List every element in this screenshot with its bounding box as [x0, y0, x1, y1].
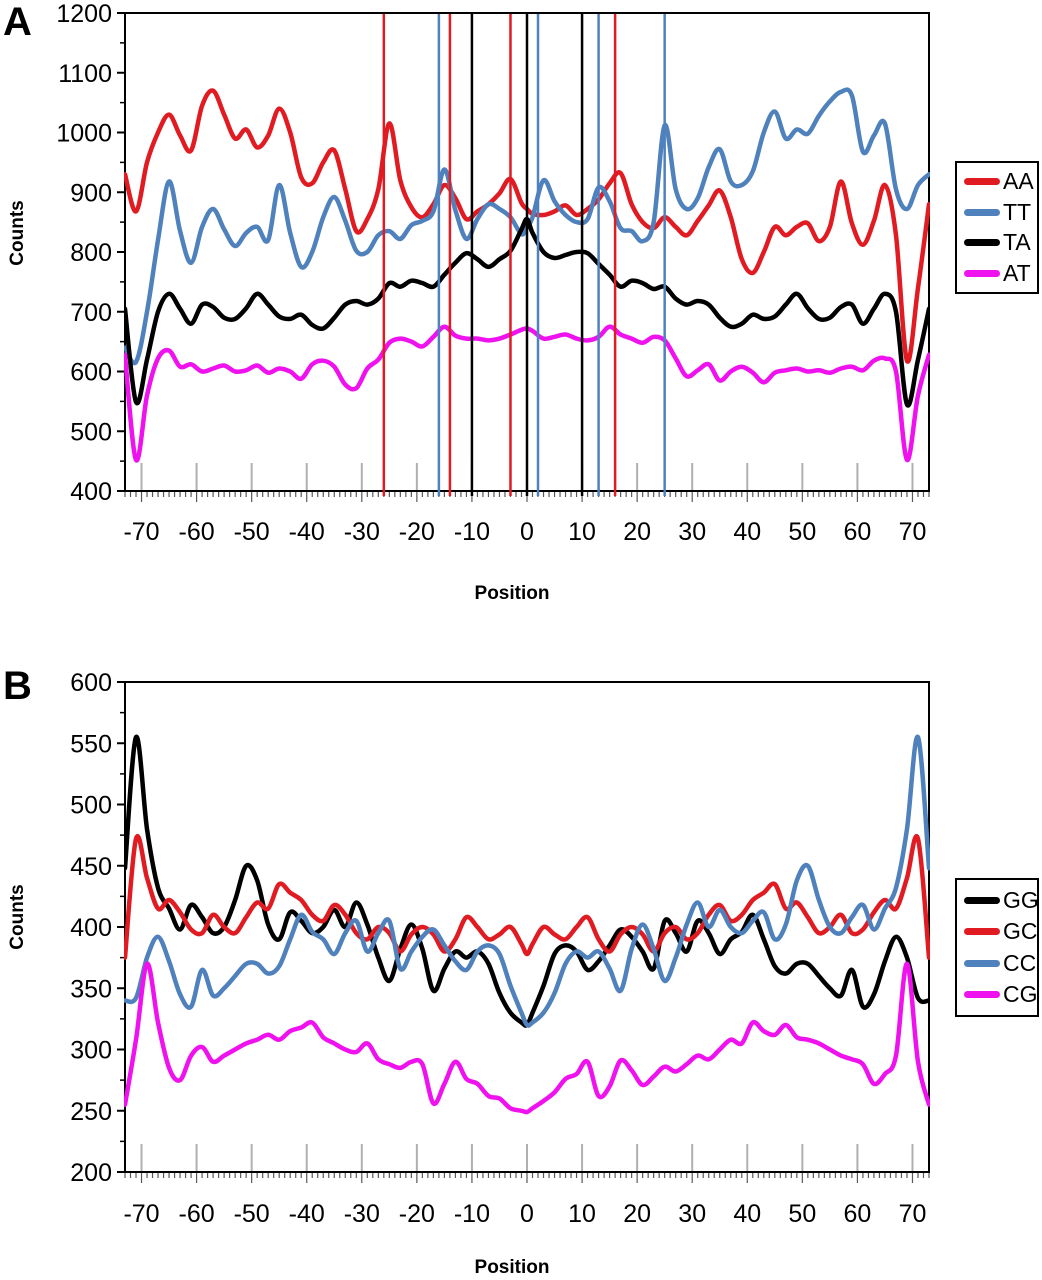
y-tick-label: 250: [70, 1098, 112, 1126]
y-tick-label: 1100: [58, 60, 112, 88]
legend-label-CC: CC: [1003, 949, 1037, 976]
legend-swatch-GG: [964, 896, 1000, 904]
x-tick-label: -50: [234, 518, 270, 546]
y-tick-label: 550: [70, 730, 112, 758]
y-tick-label: 400: [70, 914, 112, 942]
y-ticks: [117, 12, 125, 492]
series-CG-line: [124, 961, 930, 1115]
series-lines: [124, 734, 930, 1115]
legend-swatch-GC: [964, 928, 1000, 936]
y-tick-label: 400: [70, 478, 112, 506]
x-tick-label: 10: [568, 1200, 596, 1228]
x-major-ticks: [140, 1144, 914, 1172]
y-tick-label: 500: [70, 792, 112, 820]
x-tick-label: -30: [344, 518, 380, 546]
legend-swatch-TA: [964, 239, 1000, 247]
legend-label-GC: GC: [1003, 918, 1038, 945]
panel-b-label: B: [3, 664, 32, 708]
x-tick-label: 0: [520, 1200, 534, 1228]
legend-item-CG: CG: [964, 981, 1038, 1008]
x-tick-label: 10: [568, 518, 596, 546]
x-tick-label: 40: [733, 518, 761, 546]
x-tick-label: -60: [179, 518, 215, 546]
y-tick-label: 1200: [56, 0, 112, 28]
series-CC-line: [124, 734, 930, 1028]
x-minor-ticks: [124, 1172, 930, 1183]
legend-label-TT: TT: [1003, 198, 1032, 225]
y-axis-title-b: Counts: [7, 884, 28, 950]
y-tick-label: 500: [70, 418, 112, 446]
x-tick-label: 70: [899, 1200, 927, 1228]
x-tick-label: 50: [788, 518, 816, 546]
legend-swatch-TT: [964, 208, 1000, 216]
x-tick-label: -20: [399, 518, 435, 546]
legend-label-TA: TA: [1003, 229, 1031, 256]
legend-label-CG: CG: [1003, 981, 1038, 1008]
y-tick-label: 300: [70, 1037, 112, 1065]
marker-vlines: [382, 14, 666, 496]
legend-item-CC: CC: [964, 949, 1037, 976]
y-tick-label: 1000: [56, 120, 112, 148]
y-tick-label: 900: [70, 179, 112, 207]
legend-item-TT: TT: [964, 198, 1037, 225]
x-tick-label: 20: [623, 518, 651, 546]
series-GC-line: [124, 834, 930, 960]
y-tick-label: 600: [70, 669, 112, 697]
y-tick-label: 200: [70, 1159, 112, 1187]
x-tick-label: -70: [123, 1200, 159, 1228]
legend-item-GC: GC: [964, 918, 1038, 945]
panel-a-label: A: [3, 0, 32, 44]
legend-item-GG: GG: [964, 886, 1039, 913]
plot-border: [124, 681, 930, 1173]
x-tick-label: -10: [454, 518, 490, 546]
x-axis-title-a: Position: [474, 583, 550, 604]
legend-label-AT: AT: [1003, 259, 1031, 286]
x-tick-label: -20: [399, 1200, 435, 1228]
x-tick-label: -10: [454, 1200, 490, 1228]
legend-a: AA TT TA AT: [955, 161, 1039, 294]
x-tick-label: 0: [520, 518, 534, 546]
legend-label-GG: GG: [1003, 886, 1039, 913]
legend-swatch-CC: [964, 959, 1000, 967]
y-tick-label: 600: [70, 359, 112, 387]
y-tick-label: 450: [70, 853, 112, 881]
x-tick-label: -40: [289, 518, 325, 546]
x-tick-label: 70: [899, 518, 927, 546]
legend-swatch-CG: [964, 991, 1000, 999]
y-axis-title-a: Counts: [7, 200, 28, 266]
x-tick-label: -30: [344, 1200, 380, 1228]
legend-swatch-AT: [964, 269, 1000, 277]
legend-b: GG GC CC CG: [955, 878, 1039, 1017]
x-tick-label: -70: [123, 518, 159, 546]
legend-swatch-AA: [964, 178, 1000, 186]
x-axis-title-b: Position: [474, 1257, 550, 1278]
x-tick-label: 30: [678, 518, 706, 546]
x-tick-label: 60: [844, 518, 872, 546]
x-tick-label: 60: [844, 1200, 872, 1228]
x-tick-label: 50: [788, 1200, 816, 1228]
x-tick-label: -60: [179, 1200, 215, 1228]
x-major-ticks: [140, 463, 914, 491]
x-tick-label: -50: [234, 1200, 270, 1228]
y-tick-label: 700: [70, 299, 112, 327]
y-tick-label: 350: [70, 975, 112, 1003]
legend-item-AT: AT: [964, 259, 1037, 286]
x-tick-label: 20: [623, 1200, 651, 1228]
legend-item-TA: TA: [964, 231, 1037, 254]
x-tick-label: 30: [678, 1200, 706, 1228]
legend-item-AA: AA: [964, 170, 1037, 193]
legend-label-AA: AA: [1003, 168, 1034, 195]
y-ticks: [117, 681, 125, 1173]
y-tick-label: 800: [70, 239, 112, 267]
x-tick-label: -40: [289, 1200, 325, 1228]
series-AA-line: [124, 88, 930, 364]
x-tick-label: 40: [733, 1200, 761, 1228]
series-GG-line: [124, 734, 930, 1028]
